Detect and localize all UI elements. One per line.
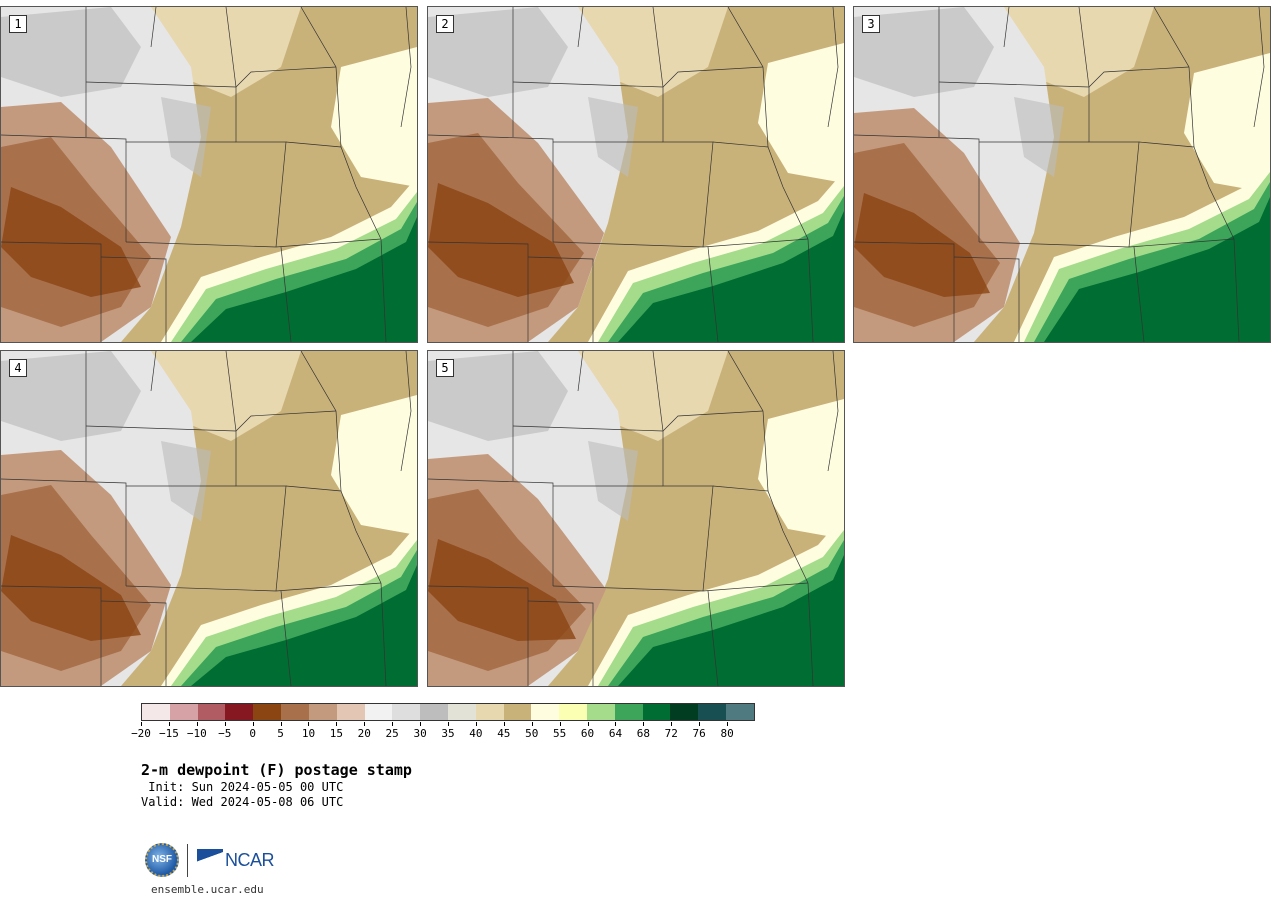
colorbar-tick-label: 10 (301, 727, 316, 740)
colorbar-swatch (614, 704, 643, 720)
panel-number: 4 (9, 359, 27, 377)
postage-stamp-panel-5: 5 (427, 350, 845, 687)
colorbar-swatch (698, 704, 727, 720)
colorbar-swatch (225, 704, 254, 720)
colorbar-tick-label: 55 (553, 727, 567, 740)
panel-number: 1 (9, 15, 27, 33)
colorbar-tick (420, 722, 422, 726)
colorbar-tick-label: −5 (218, 727, 232, 740)
colorbar-tick-label: 72 (664, 727, 678, 740)
colorbar-swatch (587, 704, 615, 720)
colorbar-swatch (308, 704, 337, 720)
panel-number: 2 (436, 15, 454, 33)
ncar-logo-mark (197, 849, 223, 867)
colorbar-tick (671, 722, 673, 726)
colorbar-tick (643, 722, 645, 726)
panel-number: 5 (436, 359, 454, 377)
colorbar-ticks: −20 −15 −10 −5 0 5 10 15 20 25 30 35 40 45 50 55 60 64 68 7… (131, 722, 755, 742)
postage-stamp-panel-3: 3 (853, 6, 1271, 343)
nsf-logo: NSF (145, 843, 179, 877)
plot-title: 2-m dewpoint (F) postage stamp (141, 761, 412, 779)
logo-divider (187, 844, 188, 877)
colorbar-tick (699, 722, 701, 726)
colorbar-swatch (642, 704, 671, 720)
colorbar-swatch (197, 704, 226, 720)
colorbar-tick (448, 722, 449, 726)
colorbar-tick (364, 722, 366, 726)
colorbar-swatch (364, 704, 393, 720)
colorbar-tick-label: 80 (720, 727, 734, 740)
colorbar-tick-label: 35 (441, 727, 455, 740)
colorbar-tick (559, 722, 561, 726)
colorbar-swatch (503, 704, 532, 720)
colorbar-tick-label: 5 (277, 727, 284, 740)
colorbar-tick-label: −15 (158, 727, 179, 740)
colorbar-swatch (559, 704, 587, 720)
colorbar-tick (727, 722, 729, 726)
colorbar-tick-label: 20 (357, 727, 371, 740)
colorbar-tick (280, 722, 282, 726)
colorbar-tick (252, 722, 254, 726)
colorbar-tick-label: 50 (525, 727, 539, 740)
colorbar-tick (503, 722, 505, 726)
colorbar (141, 703, 755, 721)
colorbar-tick-label: 45 (497, 727, 511, 740)
colorbar-tick-label: 68 (636, 727, 650, 740)
colorbar-swatch (336, 704, 365, 720)
colorbar-tick (531, 722, 533, 726)
colorbar-tick (196, 722, 198, 726)
valid-time: Valid: Wed 2024-05-08 06 UTC (141, 795, 344, 809)
colorbar-tick-label: −10 (186, 727, 207, 740)
colorbar-swatch (392, 704, 421, 720)
colorbar-tick (475, 722, 477, 726)
postage-stamp-panel-1: 1 (0, 6, 418, 343)
colorbar-swatch (281, 704, 309, 720)
map-3 (854, 7, 1270, 342)
colorbar-tick-label: 64 (608, 727, 623, 740)
colorbar-tick-label: 60 (580, 727, 595, 740)
colorbar-tick (615, 722, 617, 726)
colorbar-swatch (475, 704, 504, 720)
colorbar-tick-label: −20 (131, 727, 151, 740)
postage-stamp-panel-2: 2 (427, 6, 845, 343)
map-2 (428, 7, 844, 342)
colorbar-tick (168, 722, 170, 726)
colorbar-swatch (670, 704, 699, 720)
colorbar-tick-label: 76 (692, 727, 706, 740)
colorbar-swatch (253, 704, 282, 720)
colorbar-tick-label: 30 (413, 727, 427, 740)
colorbar-tick (224, 722, 226, 726)
panel-number: 3 (862, 15, 880, 33)
logos: NSF NCAR (145, 843, 275, 879)
colorbar-tick (587, 722, 589, 726)
colorbar-swatch (726, 704, 754, 720)
colorbar-tick (392, 722, 394, 726)
colorbar-tick-label: 25 (385, 727, 399, 740)
init-time: Init: Sun 2024-05-05 00 UTC (141, 780, 344, 794)
colorbar-tick (336, 722, 338, 726)
colorbar-swatch (142, 704, 170, 720)
site-url[interactable]: ensemble.ucar.edu (151, 883, 264, 896)
colorbar-tick (141, 722, 142, 726)
colorbar-tick-label: 40 (469, 727, 483, 740)
colorbar-tick (308, 722, 310, 726)
colorbar-tick-label: 15 (329, 727, 343, 740)
colorbar-swatch (531, 704, 560, 720)
colorbar-swatch (420, 704, 448, 720)
map-1 (1, 7, 417, 342)
map-4 (1, 351, 417, 686)
colorbar-tick-label: 0 (249, 727, 256, 740)
colorbar-swatch (169, 704, 198, 720)
map-5 (428, 351, 844, 686)
postage-stamp-panel-4: 4 (0, 350, 418, 687)
ncar-logo: NCAR (225, 850, 275, 870)
colorbar-swatch (447, 704, 476, 720)
